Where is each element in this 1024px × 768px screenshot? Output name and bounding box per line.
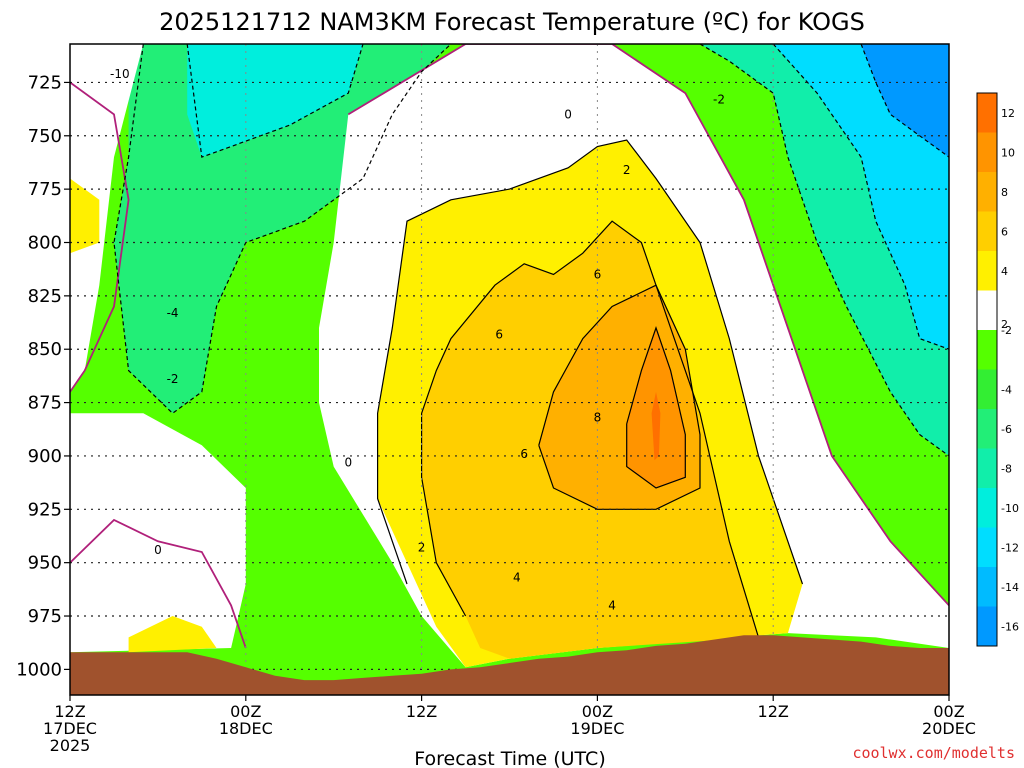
colorbar-label: -4 [1001,383,1012,396]
x-tick-label: 18DEC [219,719,273,738]
y-tick-label: 850 [28,339,62,360]
colorbar-frame [976,92,998,647]
y-tick-label: 825 [28,286,62,307]
colorbar-bin [977,330,997,370]
contour-label: 4 [513,571,521,585]
contour-minus2-right [699,44,949,457]
x-tick-label: 12Z [406,702,437,721]
contour-label: -2 [713,92,725,106]
y-tick-label: 725 [28,72,62,93]
x-tick-label: 00Z [582,702,613,721]
contour-0-left [70,81,130,393]
colorbar-bin [977,369,997,409]
y-axis: 725 750 775 800 825 850 875 900 925 950 975 1000 [16,72,70,680]
colorbar-label: -10 [1001,502,1019,515]
colorbar-bin [977,448,997,488]
colorbar-label: -16 [1001,620,1019,633]
y-tick-label: 925 [28,499,62,520]
colorbar-bin [977,527,997,567]
colorbar-label: -14 [1001,581,1019,594]
x-tick-label: 2025 [50,736,91,755]
plot-frame [69,43,950,696]
contour-label: 0 [345,455,353,469]
colorbar-bin [977,606,997,646]
fill-region-white-left-top [70,44,144,392]
colorbar-bin [977,172,997,212]
fill-region-white-left-bottom [70,413,246,653]
contour-0-center [347,44,949,607]
contour-label: 6 [495,327,503,341]
contour-label: 0 [154,543,162,557]
fill-region-cold-core-left [187,44,363,158]
contour-label: 8 [594,411,602,425]
colorbar-bin [977,567,997,607]
colorbar-bin [977,290,997,330]
colorbar-bin [977,132,997,172]
y-tick-label: 950 [28,553,62,574]
temperature-fill [70,44,949,695]
terrain-surface [70,635,949,695]
contour-label: 6 [594,268,602,282]
contour-label: 2 [418,541,426,555]
fill-region-small-yellow-left [70,178,100,254]
contour-2 [377,139,804,585]
contour-lines [70,44,949,649]
colorbar-label: 12 [1001,107,1015,120]
credit-text: coolwx.com/modelts [852,744,1015,762]
fill-region-warm-10c [651,391,661,461]
contour-label: -2 [167,372,179,386]
x-tick-label: 19DEC [570,719,624,738]
x-tick-label: 00Z [933,702,964,721]
contour-labels: -10 -2 0 2 6 -4 6 -2 8 0 6 0 2 4 4 [110,67,725,612]
contour-4 [421,220,760,638]
contour-0-bottom-left [70,518,247,649]
colorbar-label: 2 [1001,318,1008,331]
contour-label: 2 [623,163,631,177]
x-tick-label: 12Z [758,702,789,721]
contour-8 [626,326,686,489]
fill-region-cold-right-core [861,44,949,158]
contour-label: -4 [167,306,179,320]
y-tick-label: 775 [28,179,62,200]
colorbar-label: 10 [1001,146,1015,159]
colorbar-bin [977,211,997,251]
colorbar-label: 6 [1001,225,1008,238]
y-tick-label: 875 [28,393,62,414]
x-tick-label: 00Z [230,702,261,721]
contour-minus8-right [772,44,949,350]
contour-6 [538,284,701,510]
y-tick-label: 750 [28,126,62,147]
colorbar: 12 10 8 6 4 2-2 -4 -6 -8 -10 -12 -14 -16 [976,92,1019,647]
colorbar-bin [977,488,997,528]
colorbar-label: -12 [1001,541,1019,554]
y-tick-label: 800 [28,233,62,254]
contour-minus2-left [113,44,452,415]
x-tick-label: 20DEC [922,719,976,738]
colorbar-bin [977,409,997,449]
y-tick-label: 900 [28,446,62,467]
colorbar-label: 8 [1001,186,1008,199]
colorbar-label: -2 [1001,324,1012,337]
x-tick-label: 17DEC [43,719,97,738]
colorbar-label: -6 [1001,423,1012,436]
colorbar-bin [977,93,997,133]
contour-label: -10 [110,67,130,81]
contour-label: 0 [564,107,572,121]
x-tick-label: 12Z [54,702,85,721]
y-tick-label: 1000 [16,659,62,680]
colorbar-label: 4 [1001,265,1008,278]
contour-label: 6 [520,447,528,461]
colorbar-bin [977,251,997,291]
chart-title: 2025121712 NAM3KM Forecast Temperature (… [159,8,865,36]
colorbar-label: -8 [1001,462,1012,475]
fill-region-small-yellow-bottom-left [128,616,217,653]
terrain [70,635,949,695]
x-axis-label: Forecast Time (UTC) [414,748,605,768]
y-tick-label: 975 [28,606,62,627]
contour-label: 4 [608,598,616,612]
